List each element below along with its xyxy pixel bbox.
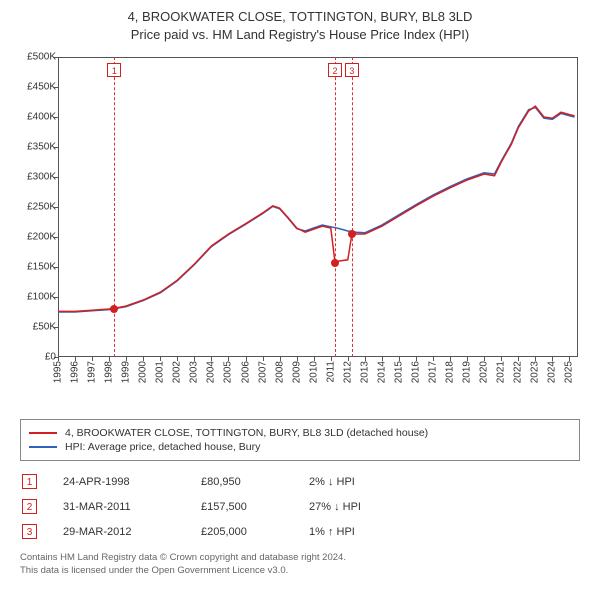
x-axis-label: 2013 [359, 361, 370, 383]
event-date-1: 24-APR-1998 [63, 476, 183, 488]
legend-item-hpi: HPI: Average price, detached house, Bury [29, 440, 571, 454]
y-axis-label: £0 [10, 352, 56, 363]
events-table: 1 24-APR-1998 £80,950 2% ↓ HPI 2 31-MAR-… [20, 469, 580, 544]
x-axis-label: 2017 [428, 361, 439, 383]
y-axis-label: £350K [10, 142, 56, 153]
footnote-line1: Contains HM Land Registry data © Crown c… [20, 552, 580, 565]
legend-swatch-price-paid [29, 432, 57, 434]
event-marker-badge: 3 [345, 63, 359, 77]
x-axis-label: 2008 [274, 361, 285, 383]
arrow-down-icon: ↓ [328, 476, 334, 488]
x-axis-label: 2019 [462, 361, 473, 383]
line-hpi [58, 107, 575, 312]
arrow-up-icon: ↑ [328, 526, 334, 538]
event-diff-1: 2% ↓ HPI [309, 476, 419, 488]
chart-area: £0 £50K £100K £150K £200K £250K £300K £350K £400… [10, 51, 590, 411]
y-axis-label: £200K [10, 232, 56, 243]
x-axis-label: 2024 [547, 361, 558, 383]
legend-swatch-hpi [29, 446, 57, 448]
event-vline [352, 57, 353, 357]
event-dot [331, 259, 339, 267]
x-axis-label: 2003 [189, 361, 200, 383]
x-axis-label: 2009 [291, 361, 302, 383]
x-axis-label: 2015 [393, 361, 404, 383]
title-subtitle: Price paid vs. HM Land Registry's House … [10, 26, 590, 44]
x-axis-label: 1996 [70, 361, 81, 383]
event-diff-3: 1% ↑ HPI [309, 526, 419, 538]
legend-label-price-paid: 4, BROOKWATER CLOSE, TOTTINGTON, BURY, B… [65, 427, 428, 439]
chart-lines-svg [58, 57, 578, 357]
event-badge-2: 2 [22, 499, 37, 514]
x-axis-label: 1999 [121, 361, 132, 383]
event-dot [348, 230, 356, 238]
footnote: Contains HM Land Registry data © Crown c… [20, 552, 580, 578]
x-axis-label: 1995 [53, 361, 64, 383]
x-axis-label: 2023 [530, 361, 541, 383]
y-axis-label: £50K [10, 322, 56, 333]
x-axis-label: 2010 [308, 361, 319, 383]
x-axis-label: 1997 [87, 361, 98, 383]
event-price-1: £80,950 [201, 476, 291, 488]
x-axis-label: 2025 [564, 361, 575, 383]
x-axis-label: 2004 [206, 361, 217, 383]
y-axis-label: £300K [10, 172, 56, 183]
title-address: 4, BROOKWATER CLOSE, TOTTINGTON, BURY, B… [10, 8, 590, 26]
x-axis-label: 2014 [376, 361, 387, 383]
y-axis-label: £250K [10, 202, 56, 213]
event-price-3: £205,000 [201, 526, 291, 538]
event-marker-badge: 2 [328, 63, 342, 77]
x-axis-label: 2001 [155, 361, 166, 383]
x-axis-label: 1998 [104, 361, 115, 383]
event-badge-1: 1 [22, 474, 37, 489]
event-row-3: 3 29-MAR-2012 £205,000 1% ↑ HPI [20, 519, 580, 544]
x-axis-label: 2022 [513, 361, 524, 383]
event-marker-badge: 1 [107, 63, 121, 77]
x-axis-label: 2005 [223, 361, 234, 383]
x-axis-label: 2021 [496, 361, 507, 383]
y-axis-label: £400K [10, 112, 56, 123]
arrow-down-icon: ↓ [334, 501, 340, 513]
event-badge-3: 3 [22, 524, 37, 539]
y-axis-label: £500K [10, 52, 56, 63]
x-axis-label: 2012 [342, 361, 353, 383]
x-axis-label: 2016 [411, 361, 422, 383]
y-axis-label: £150K [10, 262, 56, 273]
event-dot [110, 305, 118, 313]
event-diff-2: 27% ↓ HPI [309, 501, 419, 513]
event-row-2: 2 31-MAR-2011 £157,500 27% ↓ HPI [20, 494, 580, 519]
footnote-line2: This data is licensed under the Open Gov… [20, 565, 580, 578]
y-axis-label: £100K [10, 292, 56, 303]
x-axis-label: 2006 [240, 361, 251, 383]
event-row-1: 1 24-APR-1998 £80,950 2% ↓ HPI [20, 469, 580, 494]
x-axis-label: 2000 [138, 361, 149, 383]
y-axis-label: £450K [10, 82, 56, 93]
x-axis-label: 2018 [445, 361, 456, 383]
title-block: 4, BROOKWATER CLOSE, TOTTINGTON, BURY, B… [10, 8, 590, 43]
x-axis-label: 2020 [479, 361, 490, 383]
event-date-3: 29-MAR-2012 [63, 526, 183, 538]
legend-item-price-paid: 4, BROOKWATER CLOSE, TOTTINGTON, BURY, B… [29, 426, 571, 440]
legend-label-hpi: HPI: Average price, detached house, Bury [65, 441, 260, 453]
x-axis-label: 2007 [257, 361, 268, 383]
x-axis-label: 2002 [172, 361, 183, 383]
line-price-paid [58, 106, 575, 311]
legend-box: 4, BROOKWATER CLOSE, TOTTINGTON, BURY, B… [20, 419, 580, 461]
event-date-2: 31-MAR-2011 [63, 501, 183, 513]
event-price-2: £157,500 [201, 501, 291, 513]
event-vline [335, 57, 336, 357]
chart-container: 4, BROOKWATER CLOSE, TOTTINGTON, BURY, B… [0, 0, 600, 588]
x-axis-label: 2011 [325, 361, 336, 383]
